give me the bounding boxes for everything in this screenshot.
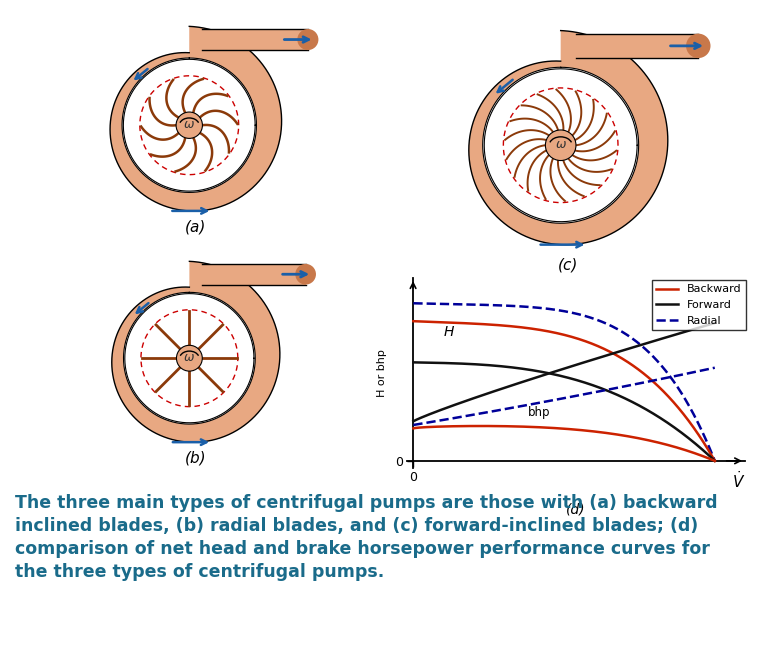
Polygon shape	[468, 31, 668, 245]
Text: bhp: bhp	[528, 406, 550, 419]
Polygon shape	[112, 261, 280, 442]
Circle shape	[177, 345, 202, 371]
Circle shape	[686, 34, 710, 58]
Polygon shape	[202, 264, 306, 285]
Text: H or bhp: H or bhp	[377, 349, 387, 397]
Circle shape	[124, 59, 255, 191]
Circle shape	[124, 294, 254, 422]
Text: (b): (b)	[185, 450, 207, 465]
Text: $\omega$: $\omega$	[184, 118, 195, 131]
Circle shape	[176, 112, 203, 138]
Circle shape	[296, 264, 316, 285]
Legend: Backward, Forward, Radial: Backward, Forward, Radial	[651, 280, 746, 330]
Circle shape	[545, 130, 576, 161]
Text: (a): (a)	[185, 220, 207, 235]
Text: (d): (d)	[566, 502, 586, 516]
Text: (c): (c)	[558, 257, 578, 272]
Circle shape	[297, 29, 319, 50]
Text: The three main types of centrifugal pumps are those with (a) backward
inclined b: The three main types of centrifugal pump…	[15, 494, 718, 580]
Text: $H$: $H$	[443, 325, 455, 339]
Text: $\omega$: $\omega$	[184, 351, 195, 364]
Polygon shape	[110, 27, 282, 211]
Circle shape	[485, 69, 637, 222]
Polygon shape	[576, 34, 698, 58]
Text: $\omega$: $\omega$	[554, 138, 567, 151]
Polygon shape	[203, 29, 308, 50]
Text: $\dot{V}$: $\dot{V}$	[732, 470, 746, 491]
